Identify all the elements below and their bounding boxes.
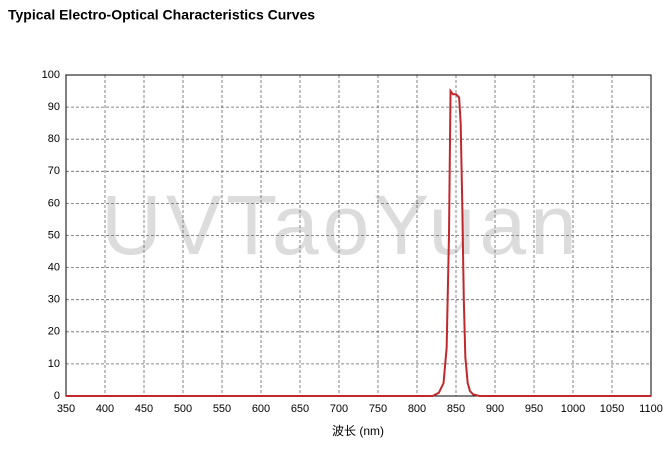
data-line	[66, 88, 651, 397]
x-axis-label: 波长 (nm)	[332, 424, 384, 438]
x-tick-label: 450	[135, 403, 153, 415]
x-tick-label: 900	[486, 403, 504, 415]
x-tick-label: 650	[291, 403, 309, 415]
y-tick-label: 20	[48, 326, 60, 338]
x-tick-label: 500	[174, 403, 192, 415]
y-tick-label: 70	[48, 165, 60, 177]
x-tick-label: 350	[57, 403, 75, 415]
x-tick-label: 850	[447, 403, 465, 415]
x-tick-label: 1000	[561, 403, 585, 415]
x-tick-label: 950	[525, 403, 543, 415]
y-tick-label: 100	[42, 69, 60, 81]
y-tick-label: 80	[48, 133, 60, 145]
x-tick-label: 800	[408, 403, 426, 415]
y-tick-label: 30	[48, 294, 60, 306]
x-tick-label: 700	[330, 403, 348, 415]
y-tick-label: 60	[48, 197, 60, 209]
y-tick-label: 10	[48, 358, 60, 370]
y-tick-label: 90	[48, 101, 60, 113]
y-tick-label: 50	[48, 229, 60, 241]
x-tick-label: 550	[213, 403, 231, 415]
chart-title: Typical Electro-Optical Characteristics …	[8, 7, 315, 23]
x-tick-label: 1100	[639, 403, 663, 415]
watermark: UVTaoYuan	[101, 178, 581, 272]
x-tick-label: 1050	[600, 403, 624, 415]
x-tick-label: 750	[369, 403, 387, 415]
x-tick-label: 400	[96, 403, 114, 415]
y-tick-label: 40	[48, 262, 60, 274]
y-tick-label: 0	[54, 390, 60, 402]
x-tick-label: 600	[252, 403, 270, 415]
